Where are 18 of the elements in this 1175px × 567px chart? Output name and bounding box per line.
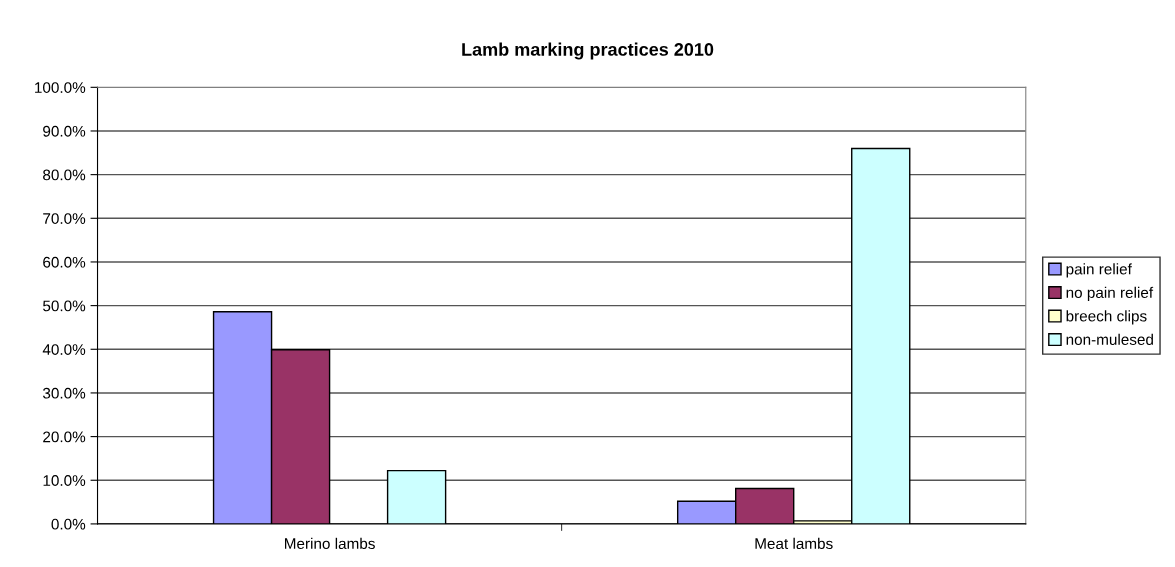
y-tick-label: 30.0% [42,387,86,399]
y-tick-label: 10.0% [43,475,86,486]
x-tick-label: Meat lambs [755,537,833,550]
y-tick-label: 0.0% [51,518,86,530]
y-tick-label: 70.0% [43,213,86,224]
legend-label: breech clips [1066,310,1147,325]
y-tick-label: 50.0% [43,300,86,312]
legend-label: pain relief [1066,263,1132,278]
legend-label: non-mulesed [1066,333,1153,345]
y-tick-label: 20.0% [43,431,86,443]
y-tick-label: 100.0% [35,82,86,93]
chart-title: Lamb marking practices 2010 [462,42,714,60]
y-tick-label: 60.0% [43,256,86,268]
legend-label: no pain relief [1066,286,1154,302]
y-tick-label: 80.0% [43,169,86,181]
y-tick-label: 40.0% [42,344,86,355]
y-tick-label: 90.0% [43,125,86,137]
x-tick-label: Merino lambs [285,537,375,550]
